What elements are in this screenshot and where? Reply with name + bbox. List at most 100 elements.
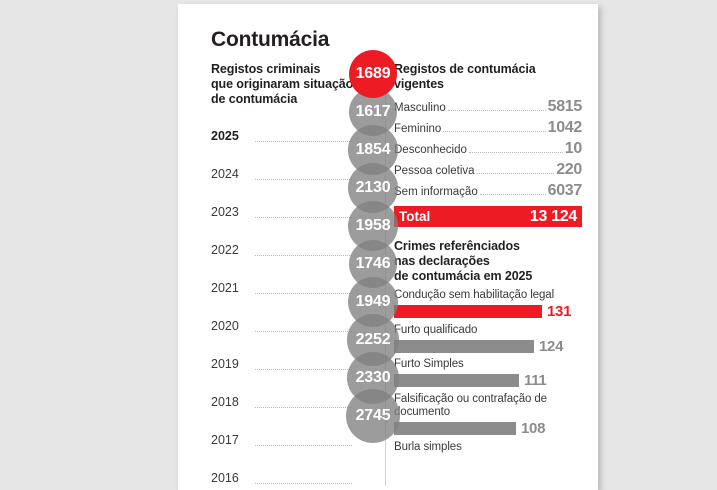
crime-bar-row: 108: [394, 420, 582, 437]
crime-bar-row: 124: [394, 337, 582, 355]
leader-line: [479, 194, 546, 195]
vigentes-value: 5815: [547, 98, 583, 115]
vigentes-row: Sem informação 6037: [394, 182, 582, 203]
vigentes-label: Masculino: [394, 102, 446, 114]
leader-line: [255, 444, 352, 446]
total-value: 13 124: [529, 207, 577, 225]
bubble-chart: 1689 1617 1854 2130 1958 1746 1949 2252 2330 2745: [211, 49, 416, 490]
leader-line: [447, 110, 546, 111]
leader-line: [468, 152, 563, 153]
bubble-value: 2745: [355, 407, 391, 424]
year-label: 2017: [211, 433, 239, 447]
leader-line: [255, 292, 352, 294]
vigentes-heading-line-2: vigentes: [394, 77, 444, 91]
crimes-heading-line-1: Crimes referênciados: [394, 239, 520, 253]
vigentes-row: Masculino 5815: [394, 98, 582, 119]
infographic-canvas: Contumácia Registos criminais que origin…: [178, 4, 598, 490]
bubble-value: 1617: [355, 102, 391, 120]
bubble-2022: 2130: [347, 162, 399, 214]
infographic-page: Contumácia Registos criminais que origin…: [178, 4, 598, 490]
vigentes-value: 10: [564, 140, 583, 157]
year-label: 2021: [211, 281, 239, 295]
vigentes-label: Sem informação: [394, 186, 478, 198]
year-row: 2020: [211, 316, 416, 336]
year-label: 2023: [211, 205, 239, 219]
crime-label: Condução sem habilitação legal: [394, 289, 555, 301]
crime-bar-row: 111: [394, 372, 582, 389]
page-title: Contumácia: [211, 28, 330, 51]
leader-line: [255, 178, 352, 180]
bubble-value: 1689: [355, 65, 391, 82]
total-label: Total: [399, 209, 431, 224]
vigentes-row: Desconhecido 10: [394, 140, 582, 161]
year-row: 2024: [211, 164, 416, 184]
year-row: 2022: [211, 240, 416, 260]
left-column-heading: Registos criminais que originaram situaç…: [211, 62, 379, 107]
vigentes-row: Pessoa coletiva 220: [394, 161, 582, 182]
crime-bar: [394, 305, 542, 318]
bubble-2021: 1958: [348, 201, 398, 251]
vigentes-value: 220: [556, 161, 582, 178]
year-row: 2019: [211, 354, 416, 374]
crime-bar: [394, 422, 516, 435]
crime-label: Furto qualificado: [394, 323, 478, 336]
bubble-value: 2330: [355, 368, 391, 386]
year-label: 2019: [211, 357, 239, 371]
crime-value: 131: [547, 303, 572, 320]
leader-line: [255, 368, 352, 370]
crime-label: Furto Simples: [394, 358, 464, 370]
bubble-2025: 1689: [348, 49, 398, 99]
bubble-value: 2130: [355, 178, 391, 196]
crime-item: Burla simples: [394, 441, 582, 455]
year-row: 2018: [211, 392, 416, 412]
bubble-value: 2252: [355, 330, 391, 348]
bubble-value: 1854: [355, 140, 391, 158]
leader-line: [443, 131, 546, 132]
crime-bar: [394, 339, 534, 353]
vigentes-list: Masculino 5815 Feminino 1042 Desconhecido 10 P…: [394, 98, 582, 203]
leader-line: [255, 330, 352, 332]
total-row: Total 13 124: [394, 206, 582, 227]
crime-value: 124: [539, 337, 564, 355]
right-column: Registos de contumácia vigentes Masculin…: [394, 62, 582, 454]
year-row: 2023: [211, 202, 416, 222]
left-heading-line-2: que originaram situação: [211, 77, 354, 91]
crime-value: 111: [524, 372, 547, 389]
vigentes-label: Feminino: [394, 123, 442, 135]
bubble-value: 1958: [355, 216, 391, 234]
crimes-bar-chart: Condução sem habilitação legal 131 Furto q…: [394, 289, 582, 454]
vigentes-label: Pessoa coletiva: [394, 165, 475, 177]
crime-item: Furto Simples 111: [394, 358, 582, 388]
year-row: 2017: [211, 430, 416, 450]
crime-item: Condução sem habilitação legal 131: [394, 289, 582, 319]
bubble-value: 1746: [355, 254, 391, 272]
crime-bar-row: 131: [394, 303, 582, 320]
vigentes-label: Desconhecido: [394, 144, 467, 156]
bubble-value: 1949: [355, 292, 391, 310]
vigentes-value: 1042: [547, 119, 583, 136]
leader-line: [255, 140, 352, 142]
crime-item: Falsificação ou contrafação de documento…: [394, 393, 582, 436]
left-heading-line-3: de contumácia: [211, 92, 298, 106]
crime-bar: [394, 374, 519, 387]
crimes-heading-line-2: nas declarações: [394, 254, 490, 268]
crime-value: 108: [521, 420, 546, 437]
crime-label: Falsificação ou contrafação de documento: [394, 392, 547, 419]
leader-line: [255, 254, 352, 256]
year-label: 2020: [211, 319, 239, 333]
crime-label: Burla simples: [394, 440, 462, 453]
year-label: 2022: [211, 243, 239, 257]
year-row: 2021: [211, 278, 416, 298]
crimes-heading: Crimes referênciados nas declarações de …: [394, 239, 582, 284]
left-heading-line-1: Registos criminais: [211, 62, 321, 76]
vigentes-row: Feminino 1042: [394, 119, 582, 140]
left-column: Registos criminais que originaram situaç…: [211, 49, 400, 485]
year-label: 2025: [211, 129, 239, 143]
crime-item: Furto qualificado 124: [394, 324, 582, 354]
vigentes-value: 6037: [547, 182, 583, 199]
year-row: 2025: [211, 126, 416, 146]
leader-line: [255, 216, 352, 218]
year-label: 2024: [211, 167, 239, 181]
vigentes-heading: Registos de contumácia vigentes: [394, 62, 582, 92]
leader-line: [476, 173, 555, 174]
